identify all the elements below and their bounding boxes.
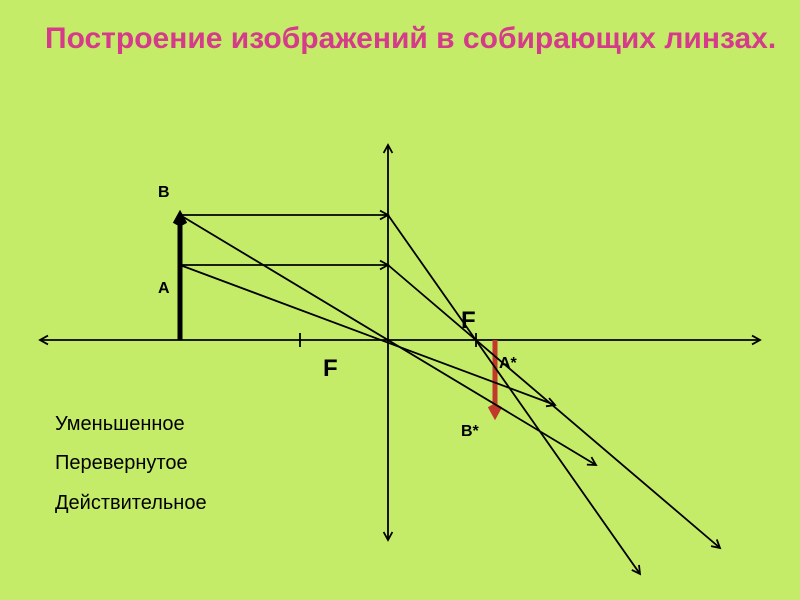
property-0: Уменьшенное bbox=[55, 413, 185, 436]
label-F-right: F bbox=[461, 307, 476, 335]
label-B: B bbox=[158, 184, 170, 202]
property-1: Перевернутое bbox=[55, 452, 188, 475]
label-F-left: F bbox=[323, 355, 338, 383]
label-A-star: A* bbox=[499, 355, 517, 373]
label-B-star: B* bbox=[461, 423, 479, 441]
property-2: Действительное bbox=[55, 492, 207, 515]
label-A: A bbox=[158, 280, 170, 298]
